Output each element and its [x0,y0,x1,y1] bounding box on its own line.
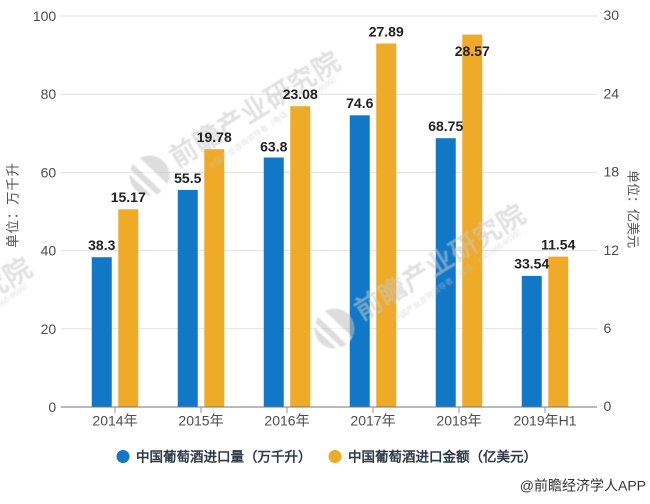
svg-text:2016年: 2016年 [264,413,309,429]
svg-text:11.54: 11.54 [541,236,575,252]
svg-text:12: 12 [604,242,620,258]
svg-text:23.08: 23.08 [283,86,318,102]
svg-text:63.8: 63.8 [260,138,287,154]
svg-text:2019年H1: 2019年H1 [513,413,576,429]
svg-text:100: 100 [33,8,57,24]
svg-text:28.57: 28.57 [455,43,490,59]
svg-text:15.17: 15.17 [111,189,146,205]
svg-text:2017年: 2017年 [350,413,395,429]
svg-text:24: 24 [604,85,620,101]
svg-text:单位：亿美元: 单位：亿美元 [626,170,641,248]
svg-text:0: 0 [48,399,56,415]
svg-text:0: 0 [604,398,612,414]
svg-text:2015年: 2015年 [178,413,223,429]
svg-text:2014年: 2014年 [92,413,137,429]
svg-text:74.6: 74.6 [346,95,373,111]
svg-text:80: 80 [41,86,57,102]
svg-text:单位：万千升: 单位：万千升 [5,162,20,248]
svg-text:18: 18 [604,164,620,180]
svg-text:55.5: 55.5 [174,170,201,186]
svg-text:68.75: 68.75 [428,118,463,134]
svg-text:33.54: 33.54 [514,256,549,272]
svg-text:中国葡萄酒进口量（万千升）: 中国葡萄酒进口量（万千升） [136,449,312,465]
svg-text:30: 30 [604,7,620,23]
svg-text:60: 60 [41,164,57,180]
svg-text:19.78: 19.78 [197,129,232,145]
svg-text:20: 20 [41,321,57,337]
svg-text:@前瞻经济学人APP: @前瞻经济学人APP [520,478,646,494]
svg-text:2018年: 2018年 [436,413,481,429]
svg-text:中国葡萄酒进口金额（亿美元）: 中国葡萄酒进口金额（亿美元） [348,449,537,465]
svg-text:6: 6 [604,320,612,336]
svg-text:38.3: 38.3 [88,237,115,253]
svg-text:27.89: 27.89 [369,23,404,39]
svg-text:40: 40 [41,243,57,259]
